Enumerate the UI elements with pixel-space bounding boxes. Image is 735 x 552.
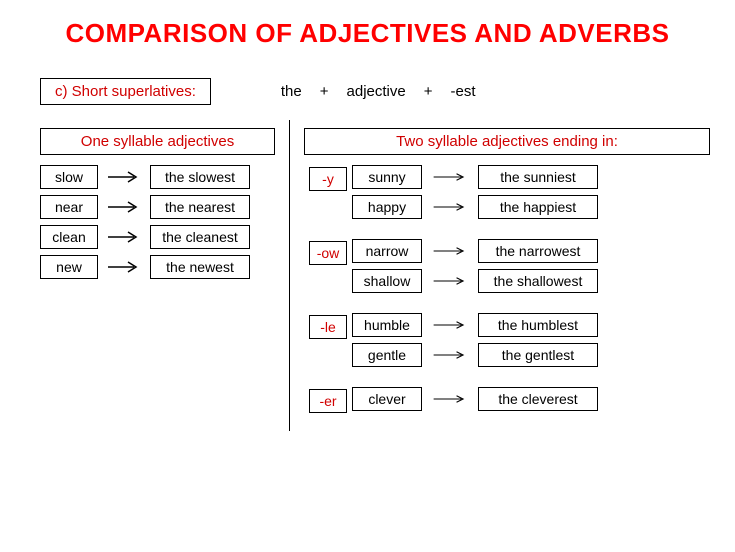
suffix-group: -ow narrow the narrowest shallow the sha…	[304, 239, 710, 299]
result-box: the newest	[150, 255, 250, 279]
formula-plus-1: +	[320, 83, 329, 100]
arrow-icon	[432, 317, 468, 333]
table-row: shallow the shallowest	[352, 269, 710, 293]
result-box: the slowest	[150, 165, 250, 189]
arrow-icon	[432, 169, 468, 185]
adjective-box: new	[40, 255, 98, 279]
table-row: clean the cleanest	[40, 225, 275, 249]
formula-the: the	[281, 83, 302, 100]
suffix-box: -y	[309, 167, 347, 191]
section-label: c) Short superlatives:	[40, 78, 211, 105]
result-box: the cleanest	[150, 225, 250, 249]
table-row: clever the cleverest	[352, 387, 710, 411]
formula-plus-2: +	[424, 83, 433, 100]
arrow-icon	[432, 243, 468, 259]
result-box: the gentlest	[478, 343, 598, 367]
table-row: new the newest	[40, 255, 275, 279]
arrow-icon	[106, 259, 142, 275]
adjective-box: sunny	[352, 165, 422, 189]
result-box: the nearest	[150, 195, 250, 219]
result-box: the sunniest	[478, 165, 598, 189]
table-row: narrow the narrowest	[352, 239, 710, 263]
arrow-icon	[106, 199, 142, 215]
result-box: the happiest	[478, 195, 598, 219]
table-row: gentle the gentlest	[352, 343, 710, 367]
suffix-box: -ow	[309, 241, 347, 265]
result-box: the narrowest	[478, 239, 598, 263]
arrow-icon	[432, 273, 468, 289]
result-box: the humblest	[478, 313, 598, 337]
arrow-icon	[432, 391, 468, 407]
table-row: sunny the sunniest	[352, 165, 710, 189]
suffix-box: -er	[309, 389, 347, 413]
table-row: humble the humblest	[352, 313, 710, 337]
columns: One syllable adjectives slow the slowest…	[40, 120, 710, 431]
table-row: near the nearest	[40, 195, 275, 219]
arrow-icon	[106, 169, 142, 185]
column-right: Two syllable adjectives ending in: -y su…	[290, 120, 710, 431]
suffix-box: -le	[309, 315, 347, 339]
suffix-group: -y sunny the sunniest happy the happiest	[304, 165, 710, 225]
arrow-icon	[106, 229, 142, 245]
formula-row: c) Short superlatives: the + adjective +…	[40, 78, 695, 105]
adjective-box: happy	[352, 195, 422, 219]
adjective-box: clean	[40, 225, 98, 249]
page-title: COMPARISON OF ADJECTIVES AND ADVERBS	[0, 0, 735, 57]
arrow-icon	[432, 347, 468, 363]
formula-adjective: adjective	[347, 83, 406, 100]
adjective-box: humble	[352, 313, 422, 337]
result-box: the cleverest	[478, 387, 598, 411]
adjective-box: clever	[352, 387, 422, 411]
arrow-icon	[432, 199, 468, 215]
adjective-box: gentle	[352, 343, 422, 367]
left-header: One syllable adjectives	[40, 128, 275, 155]
right-header: Two syllable adjectives ending in:	[304, 128, 710, 155]
result-box: the shallowest	[478, 269, 598, 293]
table-row: slow the slowest	[40, 165, 275, 189]
adjective-box: slow	[40, 165, 98, 189]
column-left: One syllable adjectives slow the slowest…	[40, 120, 290, 431]
table-row: happy the happiest	[352, 195, 710, 219]
adjective-box: near	[40, 195, 98, 219]
formula-est: -est	[450, 83, 475, 100]
suffix-group: -le humble the humblest gentle the gentl…	[304, 313, 710, 373]
adjective-box: shallow	[352, 269, 422, 293]
suffix-group: -er clever the cleverest	[304, 387, 710, 417]
adjective-box: narrow	[352, 239, 422, 263]
formula: the + adjective + -est	[281, 83, 476, 100]
